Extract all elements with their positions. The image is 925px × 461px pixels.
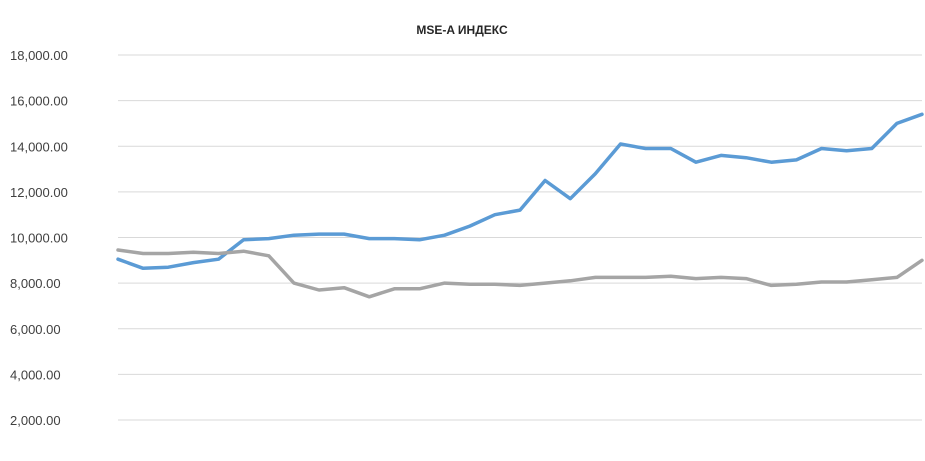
y-tick-label: 14,000.00 bbox=[10, 139, 68, 154]
y-tick-label: 12,000.00 bbox=[10, 185, 68, 200]
series-line-gray bbox=[116, 248, 924, 299]
y-tick-label: 4,000.00 bbox=[10, 367, 61, 382]
y-tick-label: 16,000.00 bbox=[10, 94, 68, 109]
y-tick-label: 10,000.00 bbox=[10, 231, 68, 246]
grid-and-axis: 2,000.00 4,000.00 6,000.00 8,000.00 10,000.0… bbox=[10, 48, 922, 428]
series-lines bbox=[116, 112, 924, 299]
y-tick-label: 6,000.00 bbox=[10, 322, 61, 337]
y-tick-label: 8,000.00 bbox=[10, 276, 61, 291]
y-tick-label: 18,000.00 bbox=[10, 48, 68, 63]
chart-title: MSE-A ИНДЕКС bbox=[416, 23, 508, 37]
y-tick-label: 2,000.00 bbox=[10, 413, 61, 428]
series-line-blue bbox=[116, 112, 924, 271]
